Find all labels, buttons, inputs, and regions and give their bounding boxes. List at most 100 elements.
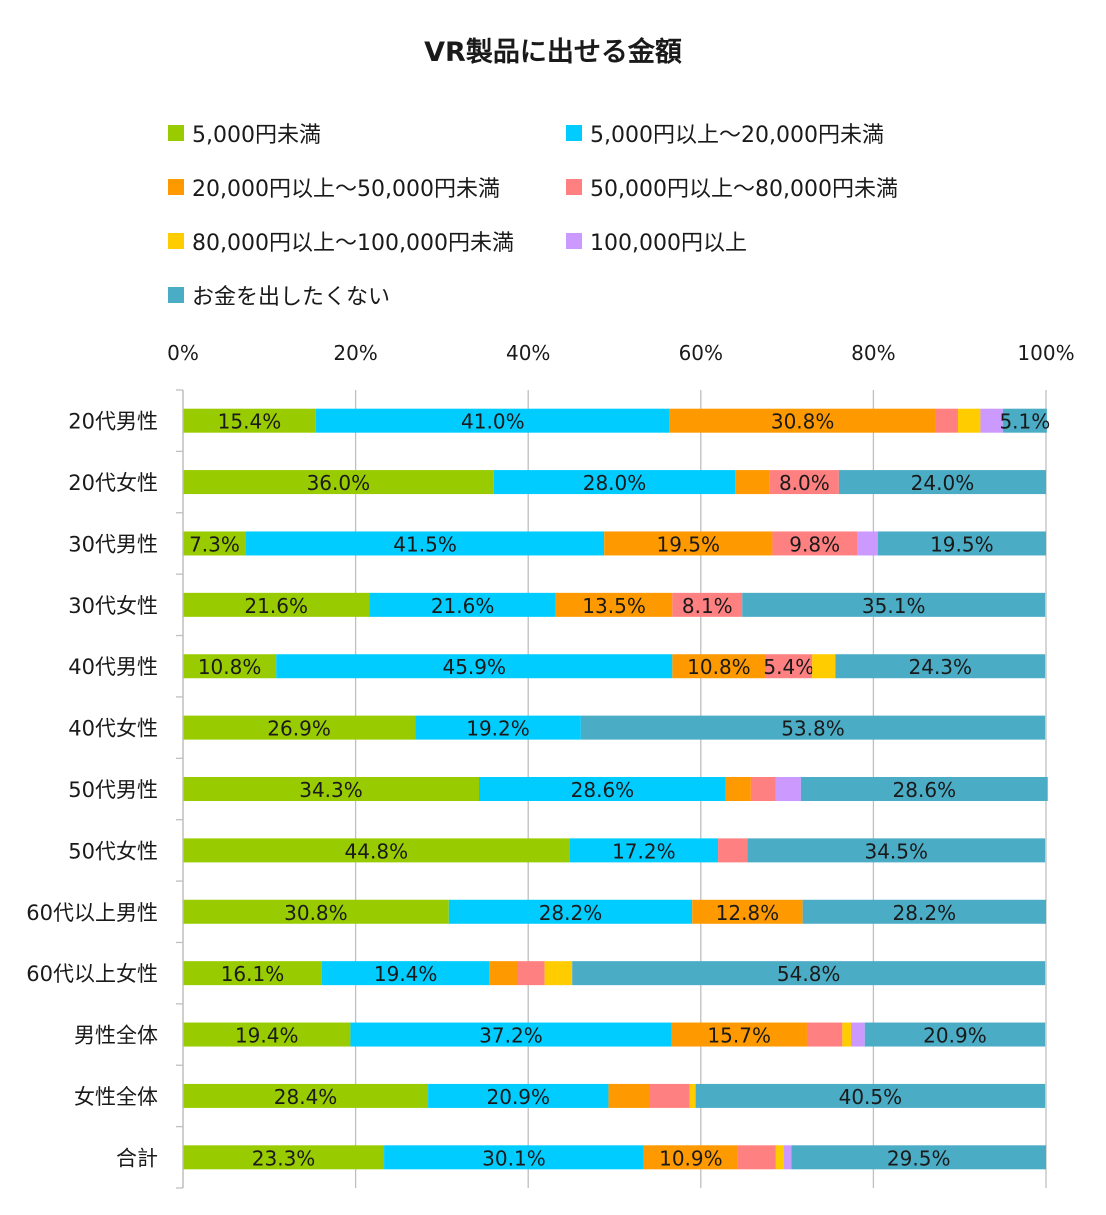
x-tick-label: 100% [1017, 341, 1074, 365]
bar-segment [737, 1145, 776, 1170]
bar-segment [183, 961, 322, 986]
bar-segment [415, 715, 581, 740]
data-label: 53.8% [781, 717, 845, 741]
bar-segment [183, 654, 277, 679]
data-label: 5.4% [763, 655, 814, 679]
data-label: 54.8% [777, 962, 841, 986]
bar-segment [321, 961, 490, 986]
y-category-label: 20代男性 [68, 410, 158, 434]
bar-segment [183, 777, 480, 801]
legend-label: 5,000円未満 [192, 123, 321, 148]
data-label: 28.0% [583, 471, 647, 495]
bar-segment [569, 838, 719, 863]
bar-segment [775, 777, 801, 801]
data-label: 45.9% [442, 655, 506, 679]
bar-segment [544, 961, 573, 986]
bar-segment [838, 470, 1046, 495]
bar-segment [857, 531, 878, 556]
bar-segment [183, 1145, 385, 1170]
bar-segment [183, 899, 449, 924]
data-label: 17.2% [612, 839, 676, 863]
data-label: 5.1% [999, 410, 1050, 434]
y-category-label: 女性全体 [74, 1085, 158, 1109]
bar-segment [604, 531, 773, 556]
data-label: 36.0% [307, 471, 371, 495]
bar-segment [935, 408, 958, 433]
bar-segment [643, 1145, 738, 1170]
bar-segment [669, 408, 936, 433]
bar-segment [791, 1145, 1046, 1170]
bar-segment [1002, 408, 1047, 433]
bar-segment [765, 654, 813, 679]
x-tick-label: 60% [679, 341, 723, 365]
y-category-label: 男性全体 [74, 1024, 158, 1048]
bar-segment [769, 470, 839, 495]
bar-segment [245, 531, 605, 556]
y-category-label: 40代女性 [68, 717, 158, 741]
data-label: 19.5% [657, 532, 721, 556]
bar-segment [384, 1145, 644, 1170]
data-label: 44.8% [345, 839, 409, 863]
bar-segment [276, 654, 673, 679]
legend-swatch [566, 125, 582, 141]
bar-segment [580, 715, 1046, 740]
legend-label: 50,000円以上～80,000円未満 [590, 177, 898, 202]
bar-segment [672, 654, 766, 679]
bar-segment [806, 1022, 843, 1047]
bar-segment [835, 654, 1046, 679]
y-category-label: 20代女性 [68, 471, 158, 495]
data-label: 30.8% [771, 410, 835, 434]
x-tick-label: 0% [167, 341, 199, 365]
bar-segment [516, 961, 545, 986]
bar-segment [369, 592, 556, 617]
bar-segment [448, 899, 693, 924]
bar-segment [775, 1145, 784, 1170]
data-label: 20.9% [923, 1024, 987, 1048]
data-label: 35.1% [862, 594, 926, 618]
bar-segment [783, 1145, 792, 1170]
bar-segment [772, 531, 858, 556]
data-label: 28.2% [893, 901, 957, 925]
legend-label: 5,000円以上～20,000円未満 [590, 123, 884, 148]
data-label: 37.2% [479, 1024, 543, 1048]
y-category-label: 40代男性 [68, 655, 158, 679]
y-category-label: 60代以上女性 [26, 962, 158, 986]
bar-segment [842, 1022, 851, 1047]
data-label: 26.9% [267, 717, 331, 741]
bar-segment [812, 654, 836, 679]
data-label: 19.5% [930, 532, 994, 556]
bar-segment [183, 531, 246, 556]
legend-item: 50,000円以上～80,000円未満 [566, 171, 898, 203]
legend-item: 100,000円以上 [566, 225, 747, 257]
legend-swatch [168, 125, 184, 141]
y-category-label: 60代以上男性 [26, 901, 158, 925]
data-label: 30.8% [284, 901, 348, 925]
bar-segment [695, 1083, 1046, 1108]
bar-segment [718, 838, 748, 863]
bar-segment [864, 1022, 1046, 1047]
bar-segment [957, 408, 981, 433]
y-category-label: 30代女性 [68, 594, 158, 618]
chart-title: VR製品に出せる金額 [424, 37, 682, 68]
bar-segment [572, 961, 1046, 986]
data-label: 28.6% [571, 778, 635, 802]
data-label: 28.6% [893, 778, 957, 802]
data-label: 15.7% [707, 1024, 771, 1048]
data-label: 12.8% [716, 901, 780, 925]
legend: 5,000円未満 5,000円以上～20,000円未満 20,000円以上～50… [0, 0, 1106, 330]
bar-segment [725, 777, 751, 801]
data-label: 29.5% [887, 1146, 951, 1170]
bar-segment [183, 715, 416, 740]
data-label: 8.0% [779, 471, 830, 495]
y-category-label: 合計 [116, 1146, 158, 1170]
data-label: 8.1% [682, 594, 733, 618]
data-label: 15.4% [218, 410, 282, 434]
data-label: 10.8% [687, 655, 751, 679]
data-label: 7.3% [189, 532, 240, 556]
y-category-label: 50代男性 [68, 778, 158, 802]
data-label: 24.3% [909, 655, 973, 679]
bar-segment [671, 1022, 807, 1047]
data-label: 9.8% [789, 532, 840, 556]
data-label: 23.3% [252, 1146, 316, 1170]
